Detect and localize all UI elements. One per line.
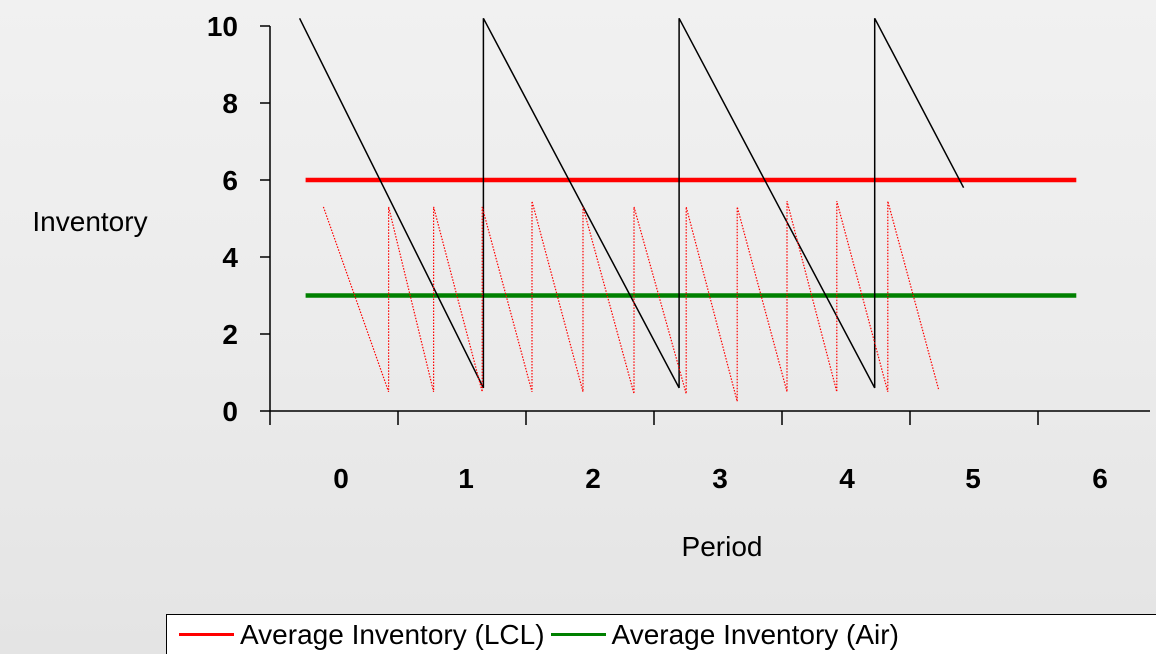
legend-label-air: Average Inventory (Air) <box>611 618 899 650</box>
x-tick-label: 6 <box>1092 463 1108 494</box>
series-inventory-lcl-sawtooth <box>298 17 965 389</box>
y-axis-title: Inventory <box>32 206 147 237</box>
y-tick-label: 8 <box>222 88 238 119</box>
x-tick-label: 0 <box>333 463 349 494</box>
x-axis-title: Period <box>682 531 763 562</box>
legend-swatch-lcl <box>179 633 234 636</box>
x-tick-label: 1 <box>458 463 474 494</box>
x-tick-label: 2 <box>585 463 601 494</box>
y-tick-label: 6 <box>222 165 238 196</box>
chart-axes <box>260 25 1150 425</box>
y-tick-label: 10 <box>207 11 238 42</box>
legend-item-air: Average Inventory (Air) <box>550 618 899 651</box>
y-tick-label: 4 <box>222 242 238 273</box>
chart-legend: Average Inventory (LCL) Average Inventor… <box>166 614 1156 654</box>
x-tick-label: 3 <box>712 463 728 494</box>
legend-swatch-air <box>550 633 606 636</box>
x-tick-label: 5 <box>965 463 981 494</box>
legend-label-lcl: Average Inventory (LCL) <box>240 618 545 650</box>
chart-series <box>298 17 1077 402</box>
x-tick-label: 4 <box>839 463 855 494</box>
inventory-chart: 0 2 4 6 8 10 0 1 2 3 4 5 6 Inventory Period <box>32 11 1150 562</box>
series-inventory-air-sawtooth <box>322 201 940 402</box>
y-tick-label: 2 <box>222 319 238 350</box>
chart-tick-labels: 0 2 4 6 8 10 0 1 2 3 4 5 6 <box>207 11 1108 494</box>
y-tick-label: 0 <box>222 396 238 427</box>
legend-item-lcl: Average Inventory (LCL) <box>179 619 545 651</box>
